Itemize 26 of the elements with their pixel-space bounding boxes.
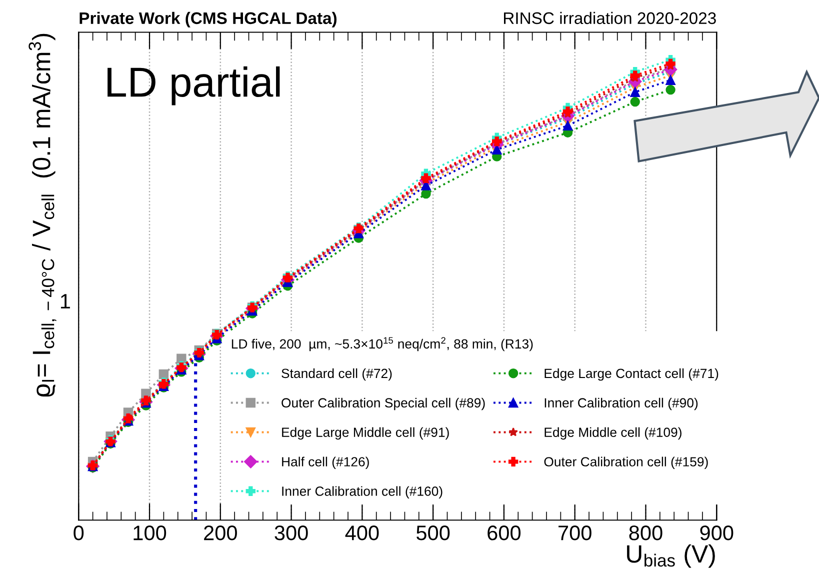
x-tick-label: 500 [416, 526, 450, 540]
x-tick-label: 300 [274, 526, 308, 540]
x-tick-label: 800 [629, 526, 662, 540]
legend-label: Edge Large Middle cell (#91) [282, 427, 449, 440]
legend-label: Half cell (#126) [282, 456, 369, 470]
x-tick-label: 700 [558, 526, 592, 540]
legend-label: Inner Calibration cell (#160) [282, 486, 442, 498]
legend-label: Edge Middle cell (#109) [544, 427, 682, 440]
legend-label: Inner Calibration cell (#90) [544, 398, 698, 410]
legend-label: Outer Calibration Special cell (#89) [282, 398, 485, 410]
x-axis-title: U$_{bias}$ (V) [627, 544, 715, 568]
legend-label: Edge Large Contact cell (#71) [544, 368, 718, 381]
x-tick-label: 100 [134, 526, 166, 540]
text: 1 [60, 294, 70, 308]
legend-label: Outer Calibration cell (#159) [544, 456, 708, 470]
x-tick-label: 0 [74, 526, 84, 540]
x-tick-label: 200 [204, 526, 237, 540]
chart-subtitle: RINSC irradiation 2020-2023 [504, 12, 716, 24]
x-tick-label: 900 [700, 526, 734, 540]
legend-title: LD five, 200 µm, ~5.3×10$^{15}$ neq/cm$^{2}$, 88 min, (R13) [232, 337, 533, 352]
x-tick-label: 400 [345, 526, 379, 540]
chart-title: Private Work (CMS HGCAL Data) [80, 12, 337, 28]
legend-label: Standard cell (#72) [282, 368, 392, 381]
annotation: LD partial [108, 66, 280, 106]
text: ϱ$_{I}$= I$_{cell,−40°C}$ / V$_{cell}$ (0.1 mA/cm$^{3}$) [28, 34, 56, 397]
x-tick-label: 600 [488, 526, 521, 540]
